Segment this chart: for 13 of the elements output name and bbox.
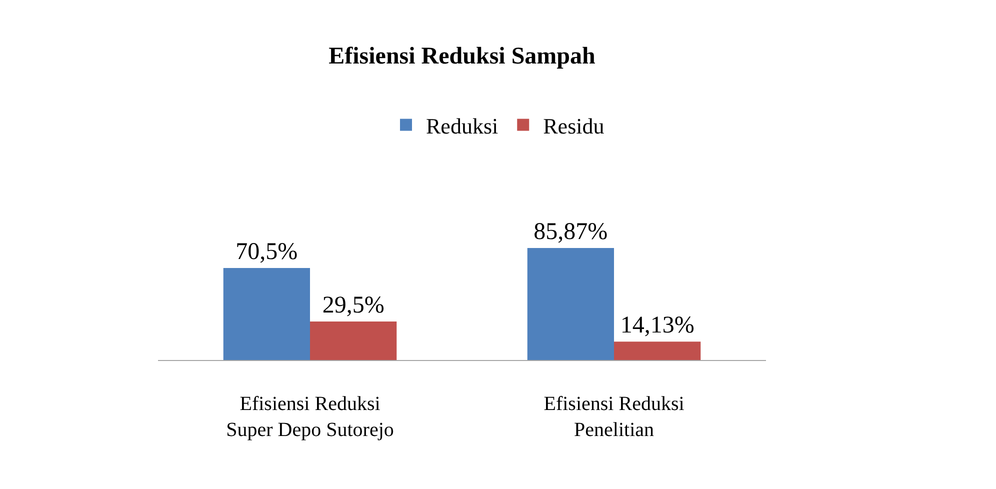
- data-label: 29,5%: [322, 292, 384, 319]
- legend-label: Reduksi: [426, 113, 498, 138]
- legend-label: Residu: [543, 113, 604, 138]
- bar: [527, 248, 614, 360]
- x-tick-label: Efisiensi Reduksi Penelitian: [544, 393, 685, 441]
- data-label: 70,5%: [236, 239, 298, 266]
- bar: [614, 342, 701, 360]
- x-tick-label: Efisiensi Reduksi Super Depo Sutorejo: [226, 393, 394, 441]
- data-label: 85,87%: [534, 219, 608, 245]
- chart-title: Efisiensi Reduksi Sampah: [328, 43, 596, 70]
- bar: [310, 322, 397, 360]
- data-label: 14,13%: [620, 312, 694, 339]
- bar: [223, 268, 310, 360]
